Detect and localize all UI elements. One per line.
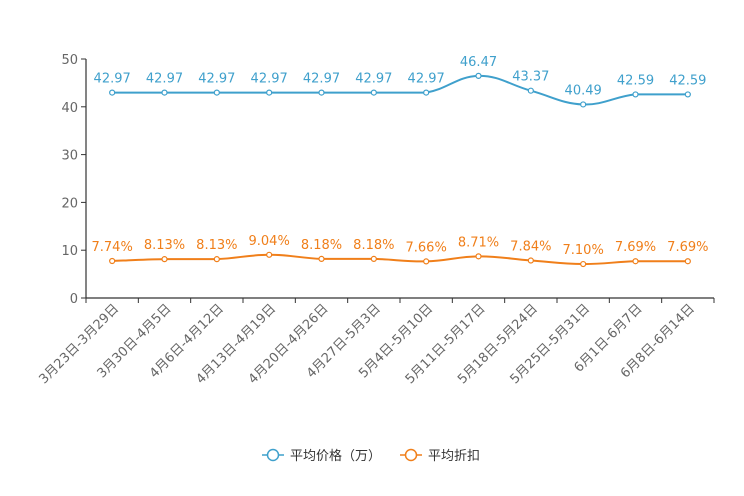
- data-label: 42.97: [303, 72, 340, 87]
- legend-label: 平均折扣: [428, 449, 480, 464]
- data-label: 8.18%: [301, 238, 342, 253]
- data-point: [684, 258, 691, 265]
- data-label: 42.97: [146, 72, 183, 87]
- data-point: [423, 89, 430, 96]
- data-point: [475, 253, 482, 260]
- series-line-price: [112, 74, 688, 106]
- y-tick-label: 40: [61, 101, 78, 116]
- data-point: [580, 260, 587, 268]
- data-point: [527, 87, 534, 94]
- data-point: [213, 89, 220, 96]
- data-label: 8.13%: [196, 238, 237, 253]
- data-label: 42.97: [94, 72, 131, 87]
- data-point: [423, 258, 430, 265]
- data-point: [161, 256, 168, 263]
- data-label: 8.13%: [144, 238, 185, 253]
- data-label: 40.49: [565, 83, 602, 98]
- data-label: 7.74%: [92, 240, 133, 255]
- data-label: 7.66%: [406, 240, 447, 255]
- data-point: [632, 258, 639, 265]
- data-label: 7.69%: [615, 240, 656, 255]
- data-point: [109, 89, 116, 96]
- data-point: [475, 72, 482, 79]
- legend-item-discount[interactable]: 平均折扣: [400, 448, 480, 464]
- data-point: [109, 257, 116, 265]
- data-label: 7.84%: [510, 240, 551, 255]
- axes: 010203040503月23日-3月29日3月30日-4月5日4月6日-4月1…: [36, 53, 715, 387]
- data-point: [266, 251, 273, 258]
- series-line-discount: [112, 253, 688, 266]
- series-layer: [109, 72, 691, 268]
- data-label: 42.97: [251, 72, 288, 87]
- data-point: [370, 255, 377, 262]
- data-point: [213, 256, 220, 263]
- data-point: [318, 255, 325, 262]
- legend-marker-icon: [404, 448, 418, 462]
- legend[interactable]: 平均价格（万） 平均折扣: [262, 448, 480, 464]
- y-tick-label: 0: [70, 292, 78, 307]
- data-label: 43.37: [512, 70, 549, 85]
- data-point: [580, 101, 587, 108]
- y-tick-label: 20: [61, 196, 78, 211]
- data-point: [370, 89, 377, 96]
- data-label: 42.97: [198, 72, 235, 87]
- data-labels: 42.97 42.97 42.97 42.97 42.97 42.97 42.97 46.47…: [92, 55, 709, 258]
- y-tick-label: 10: [61, 244, 78, 259]
- data-point: [527, 257, 534, 264]
- legend-item-price[interactable]: 平均价格（万）: [262, 448, 381, 464]
- data-point: [266, 89, 273, 96]
- data-label: 46.47: [460, 55, 497, 70]
- data-point: [161, 89, 168, 96]
- data-point: [684, 91, 691, 98]
- data-label: 42.59: [617, 73, 654, 88]
- data-label: 42.59: [669, 73, 706, 88]
- data-label: 7.10%: [563, 243, 604, 258]
- data-label: 42.97: [408, 72, 445, 87]
- data-point: [632, 91, 639, 98]
- data-label: 7.69%: [667, 240, 708, 255]
- data-point: [318, 89, 325, 96]
- data-label: 8.18%: [353, 238, 394, 253]
- data-label: 42.97: [355, 72, 392, 87]
- data-label: 8.71%: [458, 235, 499, 250]
- legend-marker-icon: [266, 448, 280, 462]
- data-label: 9.04%: [249, 234, 290, 249]
- legend-label: 平均价格（万）: [290, 448, 381, 464]
- y-tick-label: 30: [61, 149, 78, 164]
- y-tick-label: 50: [61, 53, 78, 68]
